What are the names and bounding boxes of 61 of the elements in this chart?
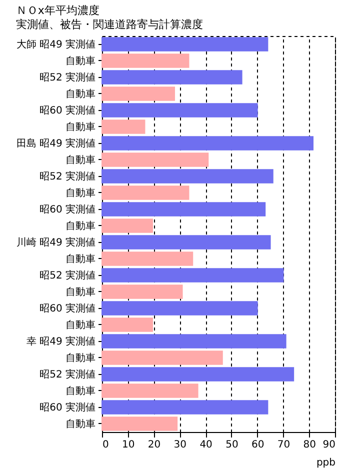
x-tick-label: 90: [322, 440, 336, 450]
chart-subtitle: 実測値、被告・関連道路寄与計算濃度: [16, 18, 203, 31]
bar: [102, 54, 190, 68]
bar: [102, 367, 294, 382]
y-tick-label: 自動車: [66, 352, 96, 364]
bar: [102, 37, 268, 52]
y-tick-label: 昭52 実測値: [40, 368, 96, 380]
bar: [102, 186, 190, 200]
bar: [102, 152, 209, 167]
y-tick-label: 昭60 実測値: [40, 401, 96, 414]
x-tick-label: 0: [102, 440, 109, 450]
bar: [102, 301, 258, 316]
bar: [102, 416, 178, 431]
y-tick-label: 自動車: [66, 120, 96, 133]
bar: [102, 268, 284, 282]
y-tick-label: 自動車: [66, 54, 96, 67]
y-tick-label: 昭60 実測値: [40, 104, 96, 116]
y-tick-label: 川崎 昭49 実測値: [16, 236, 96, 248]
bar: [102, 169, 274, 184]
y-tick-label: 自動車: [66, 286, 96, 298]
bar: [102, 202, 266, 216]
y-tick-label: 自動車: [66, 418, 96, 430]
bar: [102, 120, 146, 134]
bar: [102, 218, 153, 233]
x-axis-title: ppb: [316, 458, 336, 468]
x-tick-label: 70: [277, 440, 290, 450]
x-tick-label: 20: [148, 440, 161, 450]
y-tick-label: 昭52 実測値: [40, 269, 96, 282]
bar: [102, 235, 271, 250]
y-tick-label: 自動車: [66, 252, 96, 265]
y-tick-label: 田島 昭49 実測値: [16, 137, 96, 150]
y-tick-label: 自動車: [66, 220, 96, 232]
y-tick-label: 自動車: [66, 384, 96, 397]
x-tick-label: 50: [226, 440, 238, 450]
bar: [102, 86, 175, 101]
x-tick-label: 40: [200, 440, 212, 450]
bar: [102, 136, 314, 150]
x-tick-label: 80: [303, 440, 316, 450]
bar: [102, 400, 268, 414]
bar: [102, 318, 153, 332]
y-tick-label: 自動車: [66, 318, 96, 331]
bar: [102, 334, 286, 348]
bar: [102, 350, 223, 365]
bar: [102, 70, 242, 84]
y-tick-label: 昭52 実測値: [40, 71, 96, 84]
x-tick-label: 30: [174, 440, 187, 450]
y-tick-label: 自動車: [66, 154, 96, 166]
y-tick-label: 昭60 実測値: [40, 302, 96, 314]
bar: [102, 384, 198, 398]
x-tick-label: 60: [251, 440, 264, 450]
chart-title: ＮＯx年平均濃度: [16, 4, 100, 17]
y-tick-label: 昭60 実測値: [40, 203, 96, 216]
bar: [102, 252, 194, 266]
bar: [102, 103, 258, 118]
y-tick-label: 昭52 実測値: [40, 170, 96, 182]
bar: [102, 284, 183, 299]
y-tick-label: 大師 昭49 実測値: [16, 38, 96, 50]
y-tick-label: 自動車: [66, 186, 96, 199]
y-tick-label: 幸 昭49 実測値: [26, 335, 96, 348]
x-tick-label: 10: [122, 440, 135, 450]
y-tick-label: 自動車: [66, 88, 96, 100]
